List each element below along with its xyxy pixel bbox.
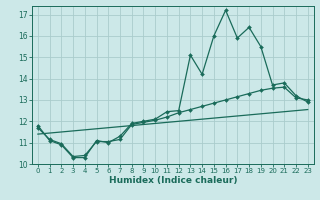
X-axis label: Humidex (Indice chaleur): Humidex (Indice chaleur) [108,176,237,185]
